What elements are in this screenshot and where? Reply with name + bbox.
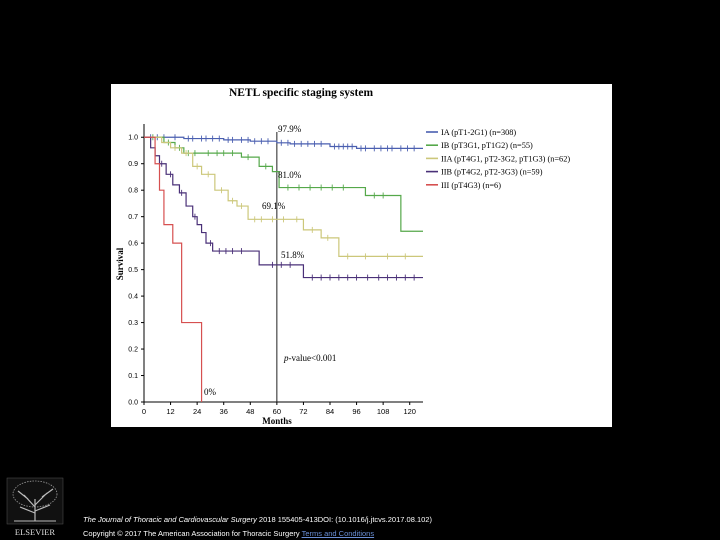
annotations: 97.9% 81.0% 69.1% 51.8% 0% p-value<0.001 [204, 124, 336, 397]
pvalue-p: p [283, 353, 289, 363]
x-tick-label: 72 [299, 407, 307, 416]
legend: IA (pT1-2G1) (n=308) IB (pT3G1, pT1G2) (n… [426, 128, 570, 190]
x-tick-label: 60 [273, 407, 281, 416]
copyright-text: Copyright © 2017 The American Associatio… [83, 529, 302, 538]
legend-label-5: III (pT4G3) (n=6) [441, 181, 501, 190]
terms-link[interactable]: Terms and Conditions [301, 529, 375, 538]
annotation-iia: 69.1% [262, 201, 286, 211]
journal-name: The Journal of Thoracic and Cardiovascul… [83, 515, 257, 524]
y-tick-label: 0.3 [128, 320, 138, 327]
legend-label-1: IA (pT1-2G1) (n=308) [441, 128, 516, 137]
x-tick-label: 48 [246, 407, 254, 416]
x-axis-label: Months [262, 416, 292, 426]
annotation-iib: 51.8% [281, 250, 305, 260]
x-tick-label: 36 [220, 407, 228, 416]
elsevier-tree-logo: ELSEVIER [6, 477, 64, 537]
km-curve-series-4 [144, 136, 423, 279]
annotation-ib: 81.0% [278, 170, 302, 180]
legend-label-3: IIA (pT4G1, pT2-3G2, pT1G3) (n=62) [441, 154, 570, 163]
km-curve-series-3 [144, 136, 423, 257]
x-tick-label: 12 [166, 407, 174, 416]
km-curve-series-5 [144, 136, 203, 402]
figure-panel: NETL specific staging system 0 12 24 36 48 60… [111, 84, 612, 427]
y-tick-label: 0.9 [128, 161, 138, 168]
axis-ticks: 0 12 24 36 48 60 72 84 96 108 120 0.0 0.1 0.2 0.3 0.4 0.… [128, 135, 416, 416]
x-tick-label: 0 [142, 407, 146, 416]
y-tick-label: 0.0 [128, 400, 138, 407]
x-tick-label: 84 [326, 407, 334, 416]
pvalue-annotation: p-value<0.001 [283, 353, 336, 363]
plot-area [144, 132, 423, 402]
pvalue-text: -value<0.001 [289, 353, 337, 363]
y-tick-label: 0.2 [128, 347, 138, 354]
chart-title: NETL specific staging system [229, 87, 373, 99]
citation-line: The Journal of Thoracic and Cardiovascul… [83, 515, 432, 524]
legend-label-4: IIB (pT4G2, pT2-3G3) (n=59) [441, 168, 543, 177]
y-tick-label: 0.6 [128, 241, 138, 248]
legend-label-2: IB (pT3G1, pT1G2) (n=55) [441, 141, 533, 150]
copyright-line: Copyright © 2017 The American Associatio… [83, 529, 374, 538]
citation-details: 2018 155405-413DOI: (10.1016/j.jtcvs.201… [256, 515, 432, 524]
x-tick-label: 120 [403, 407, 416, 416]
x-tick-label: 24 [193, 407, 201, 416]
annotation-ia: 97.9% [278, 124, 302, 134]
x-tick-label: 108 [377, 407, 390, 416]
y-tick-label: 0.1 [128, 373, 138, 380]
publisher-name: ELSEVIER [15, 527, 55, 537]
annotation-iii: 0% [204, 387, 217, 397]
km-survival-chart: NETL specific staging system 0 12 24 36 48 60… [115, 87, 570, 426]
y-tick-label: 0.8 [128, 188, 138, 195]
y-axis-label: Survival [115, 247, 125, 280]
y-tick-label: 0.7 [128, 214, 138, 221]
y-tick-label: 1.0 [128, 135, 138, 142]
x-tick-label: 96 [352, 407, 360, 416]
y-tick-label: 0.4 [128, 294, 138, 301]
y-tick-label: 0.5 [128, 267, 138, 274]
